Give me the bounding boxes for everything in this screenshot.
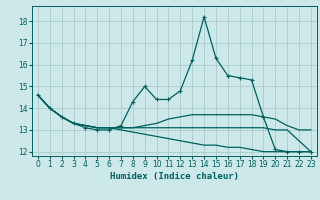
X-axis label: Humidex (Indice chaleur): Humidex (Indice chaleur) [110, 172, 239, 181]
